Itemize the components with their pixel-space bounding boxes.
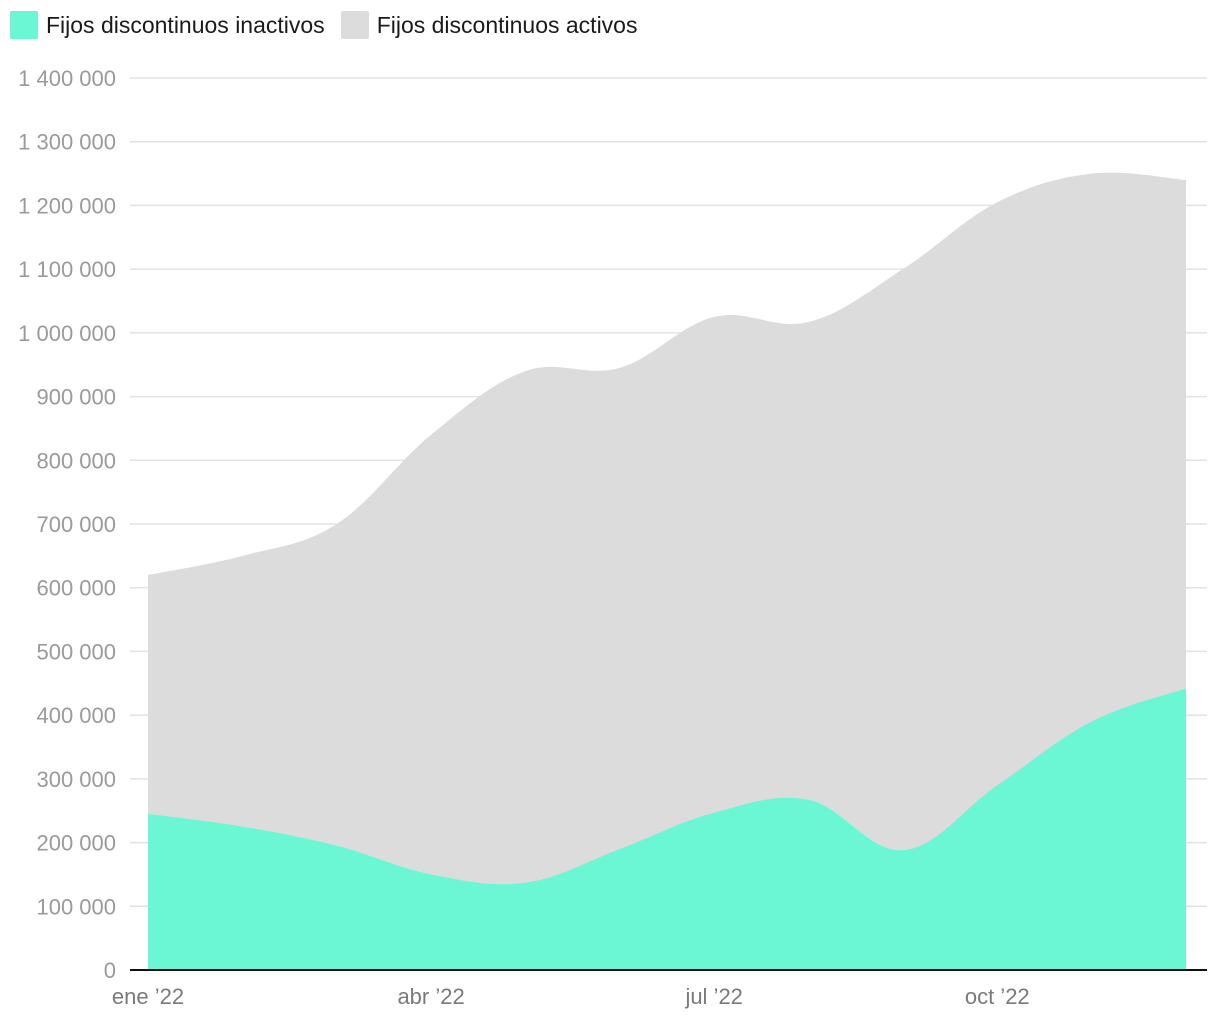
y-axis-tick-labels: 0 100 000 200 000 300 000 400 000 500 000 600 … [18, 66, 116, 983]
legend-item-inactivos: Fijos discontinuos inactivos [10, 11, 325, 39]
y-tick-label: 500 000 [36, 639, 116, 664]
x-axis-tick-labels: ene ’22 abr ’22 jul ’22 oct ’22 [112, 984, 1030, 1009]
y-tick-label: 1 200 000 [18, 193, 116, 218]
area-fijos-discontinuos-inactivos [148, 688, 1186, 970]
series-areas [148, 172, 1186, 970]
y-tick-label: 400 000 [36, 703, 116, 728]
y-tick-label: 0 [104, 958, 116, 983]
area-fijos-discontinuos-activos [148, 172, 1186, 970]
legend-label-inactivos: Fijos discontinuos inactivos [46, 11, 325, 38]
legend-item-activos: Fijos discontinuos activos [340, 11, 638, 39]
legend-swatch-activos [340, 11, 369, 39]
y-tick-label: 800 000 [36, 448, 116, 473]
y-tick-label: 700 000 [36, 512, 116, 537]
chart-legend: Fijos discontinuos inactivos Fijos disco… [10, 8, 653, 42]
y-tick-label: 100 000 [36, 894, 116, 919]
y-tick-label: 1 100 000 [18, 257, 116, 282]
y-tick-label: 300 000 [36, 767, 116, 792]
y-tick-label: 200 000 [36, 831, 116, 856]
y-tick-label: 600 000 [36, 576, 116, 601]
y-tick-label: 1 400 000 [18, 66, 116, 91]
y-tick-label: 1 000 000 [18, 321, 116, 346]
x-tick-label: abr ’22 [397, 984, 464, 1009]
x-tick-label: ene ’22 [112, 984, 184, 1009]
x-tick-label: oct ’22 [965, 984, 1030, 1009]
y-tick-label: 1 300 000 [18, 130, 116, 155]
x-tick-label: jul ’22 [684, 984, 742, 1009]
legend-swatch-inactivos [10, 11, 38, 39]
y-tick-label: 900 000 [36, 385, 116, 410]
legend-label-activos: Fijos discontinuos activos [376, 11, 638, 38]
